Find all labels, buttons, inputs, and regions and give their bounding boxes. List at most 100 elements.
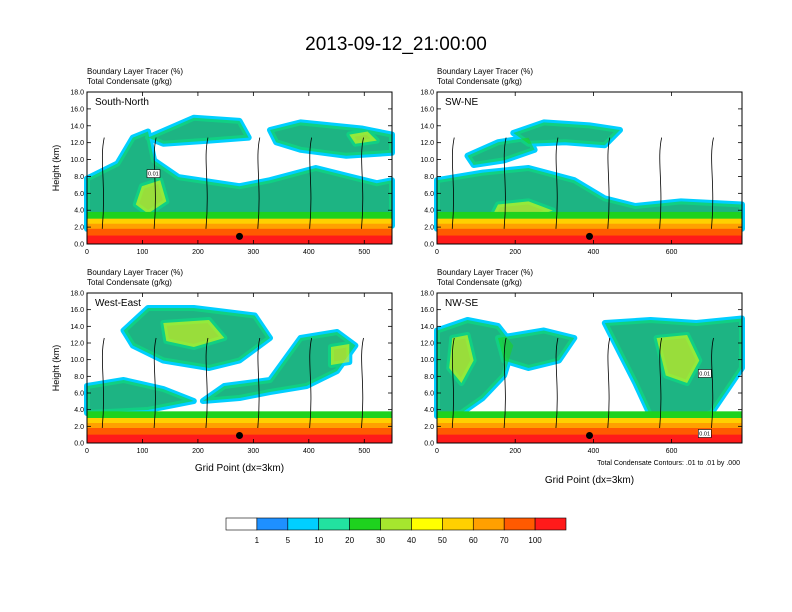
condensate-region [349, 131, 377, 144]
condensate-region [148, 117, 249, 144]
condensate-region [270, 122, 392, 156]
x-tick-label: 100 [137, 249, 149, 256]
x-tick-label: 500 [358, 249, 370, 256]
location-marker [586, 232, 593, 240]
colorbar-label: 5 [286, 536, 291, 545]
y-tick-label: 18.0 [70, 291, 84, 298]
colorbar-label: 30 [376, 536, 385, 545]
y-tick-label: 12.0 [420, 140, 434, 147]
colorbar-label: 100 [528, 536, 542, 545]
plot-frame [86, 91, 393, 245]
y-tick-label: 2.0 [424, 225, 434, 232]
contour-label-box [697, 369, 712, 378]
panel-south-north: 0.01 0.0 2.0 4.0 6.0 8.0 10.0 12.0 14.0 16.0 18.0 0… [51, 67, 395, 256]
field-name-condensate: Total Condensate (g/kg) [437, 77, 522, 86]
y-tick-label: 16.0 [420, 106, 434, 113]
colorbar-swatch [442, 517, 474, 531]
field-name-tracer: Boundary Layer Tracer (%) [87, 67, 183, 76]
condensate-region [87, 380, 194, 413]
condensate-contour [711, 137, 714, 229]
condensate-region [513, 122, 620, 146]
field-name-condensate: Total Condensate (g/kg) [437, 278, 522, 287]
condensate-contour [257, 337, 261, 429]
plot-frame [436, 91, 743, 245]
colorbar-label: 40 [407, 536, 416, 545]
panel-label: West-East [95, 298, 141, 309]
panel-label: South-North [95, 97, 149, 108]
x-axis-label: Grid Point (dx=3km) [545, 475, 634, 486]
condensate-contour [361, 137, 364, 229]
x-tick-label: 400 [303, 249, 315, 256]
y-tick-label: 16.0 [70, 106, 84, 113]
location-marker [586, 432, 593, 439]
condensate-region [656, 335, 700, 383]
plot-frame [86, 292, 393, 444]
condensate-region [449, 335, 474, 383]
field-name-tracer: Boundary Layer Tracer (%) [437, 268, 533, 277]
colorbar-swatch [318, 517, 350, 531]
condensate-region [135, 180, 167, 214]
y-tick-label: 4.0 [424, 208, 434, 215]
condensate-contour [451, 337, 455, 429]
y-tick-label: 4.0 [74, 208, 84, 215]
condensate-region [87, 131, 392, 229]
condensate-contour [257, 137, 261, 229]
condensate-region [467, 137, 535, 165]
colorbar-swatch [503, 517, 536, 531]
colorbar-swatch [411, 517, 443, 531]
y-axis-label: Height (km) [51, 345, 61, 392]
colorbar-swatch [287, 517, 320, 531]
colorbar-label: 70 [500, 536, 509, 545]
x-tick-label: 0 [435, 249, 439, 256]
colorbar-label: 10 [314, 536, 323, 545]
x-axis-label: Grid Point (dx=3km) [195, 463, 284, 474]
condensate-contour [711, 337, 714, 429]
y-tick-label: 6.0 [424, 191, 434, 198]
y-tick-label: 14.0 [70, 324, 84, 331]
figure-title: 2013-09-12_21:00:00 [305, 34, 487, 55]
condensate-region [202, 332, 356, 401]
condensate-contour [205, 337, 209, 429]
condensate-contour [101, 137, 105, 229]
y-tick-label: 10.0 [420, 357, 434, 364]
panels: 0.010.02.04.06.08.010.012.014.016.018.00… [51, 67, 745, 486]
condensate-contour [503, 137, 507, 229]
y-tick-label: 8.0 [74, 174, 84, 181]
condensate-contour [555, 337, 559, 429]
y-tick-label: 4.0 [424, 407, 434, 414]
y-tick-label: 16.0 [70, 307, 84, 314]
x-tick-label: 0 [85, 448, 89, 455]
colorbar-swatch [534, 517, 567, 531]
y-tick-label: 8.0 [424, 374, 434, 381]
y-tick-label: 0.0 [424, 242, 434, 249]
y-tick-label: 6.0 [424, 391, 434, 398]
y-tick-label: 14.0 [420, 123, 434, 130]
condensate-contour [309, 337, 313, 429]
x-tick-label: 0 [85, 249, 89, 256]
contour-label-box [697, 429, 712, 438]
field-name-condensate: Total Condensate (g/kg) [87, 77, 172, 86]
condensate-contour [659, 137, 663, 229]
x-tick-label: 0 [435, 448, 439, 455]
x-tick-label: 200 [509, 448, 521, 455]
y-tick-label: 8.0 [424, 174, 434, 181]
contour-label-box [146, 169, 161, 178]
y-tick-label: 18.0 [420, 90, 434, 97]
condensate-contour [555, 137, 559, 229]
colorbar-swatch [225, 517, 258, 531]
panel-sw-ne: 0.0 2.0 4.0 6.0 8.0 10.0 12.0 14.0 16.0 18.0 0 200 4… [420, 67, 745, 256]
y-tick-label: 12.0 [70, 341, 84, 348]
x-tick-label: 600 [666, 448, 678, 455]
panel-west-east: 0.0 2.0 4.0 6.0 8.0 10.0 12.0 14.0 16.0 18.0 0 100 2… [51, 268, 393, 474]
y-tick-label: 10.0 [420, 157, 434, 164]
colorbar-swatch [256, 517, 289, 531]
x-tick-label: 200 [509, 249, 521, 256]
x-tick-label: 400 [588, 249, 600, 256]
y-tick-label: 2.0 [74, 424, 84, 431]
colorbar-swatch [380, 517, 412, 531]
y-tick-label: 10.0 [70, 357, 84, 364]
colorbar-swatch [472, 517, 505, 531]
y-tick-label: 2.0 [424, 424, 434, 431]
y-tick-label: 2.0 [74, 225, 84, 232]
